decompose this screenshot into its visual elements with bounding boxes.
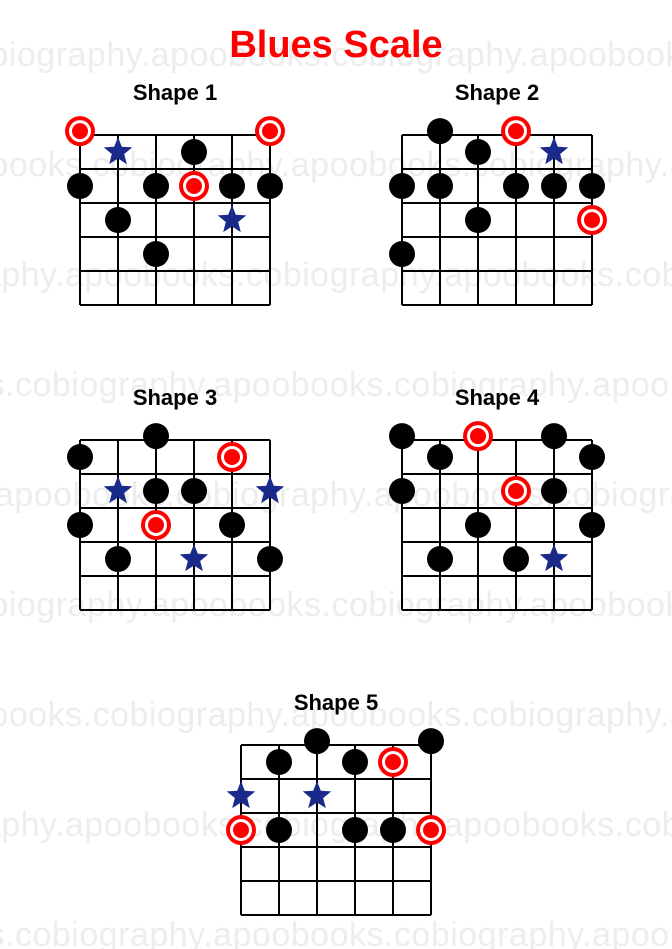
note-dot: [105, 546, 131, 572]
note-dot: [465, 139, 491, 165]
note-dot: [389, 241, 415, 267]
root-inner: [186, 178, 202, 194]
note-dot: [389, 173, 415, 199]
note-dot: [418, 728, 444, 754]
note-dot: [427, 546, 453, 572]
note-dot: [266, 749, 292, 775]
shape-title: Shape 5: [221, 690, 451, 716]
fretboard-diagram: [382, 105, 612, 320]
shape-title: Shape 1: [60, 80, 290, 106]
note-dot: [67, 444, 93, 470]
fretboard-diagram: [60, 105, 290, 320]
root-inner: [72, 123, 88, 139]
note-dot: [427, 118, 453, 144]
note-dot: [143, 423, 169, 449]
note-dot: [266, 817, 292, 843]
note-dot: [219, 512, 245, 538]
note-dot: [427, 444, 453, 470]
root-inner: [224, 449, 240, 465]
note-dot: [304, 728, 330, 754]
note-dot: [67, 512, 93, 538]
fretboard-svg: [382, 410, 612, 625]
note-dot: [257, 173, 283, 199]
note-dot: [181, 478, 207, 504]
note-dot: [579, 444, 605, 470]
note-dot: [465, 512, 491, 538]
fretboard-svg: [60, 105, 290, 320]
page: obiography.apoobooks.cobiography.apooboo…: [0, 0, 672, 949]
root-inner: [508, 123, 524, 139]
note-dot: [257, 546, 283, 572]
note-dot: [342, 749, 368, 775]
fretboard-svg: [60, 410, 290, 625]
note-dot: [541, 173, 567, 199]
note-dot: [342, 817, 368, 843]
shape-title: Shape 2: [382, 80, 612, 106]
root-inner: [423, 822, 439, 838]
root-inner: [584, 212, 600, 228]
root-inner: [508, 483, 524, 499]
note-dot: [143, 241, 169, 267]
note-dot: [541, 423, 567, 449]
note-dot: [105, 207, 131, 233]
note-dot: [427, 173, 453, 199]
note-dot: [181, 139, 207, 165]
note-dot: [541, 478, 567, 504]
root-inner: [148, 517, 164, 533]
note-dot: [503, 546, 529, 572]
fretboard-diagram: [221, 715, 451, 930]
note-dot: [503, 173, 529, 199]
note-dot: [579, 512, 605, 538]
main-title: Blues Scale: [0, 24, 672, 67]
fretboard-diagram: [60, 410, 290, 625]
shape-title: Shape 4: [382, 385, 612, 411]
note-dot: [389, 478, 415, 504]
note-dot: [67, 173, 93, 199]
root-inner: [233, 822, 249, 838]
fretboard-svg: [221, 715, 451, 930]
note-dot: [389, 423, 415, 449]
note-dot: [579, 173, 605, 199]
note-dot: [219, 173, 245, 199]
root-inner: [470, 428, 486, 444]
shape-title: Shape 3: [60, 385, 290, 411]
note-dot: [143, 478, 169, 504]
note-dot: [465, 207, 491, 233]
root-inner: [385, 754, 401, 770]
root-inner: [262, 123, 278, 139]
note-dot: [380, 817, 406, 843]
note-dot: [143, 173, 169, 199]
fretboard-svg: [382, 105, 612, 320]
fretboard-diagram: [382, 410, 612, 625]
